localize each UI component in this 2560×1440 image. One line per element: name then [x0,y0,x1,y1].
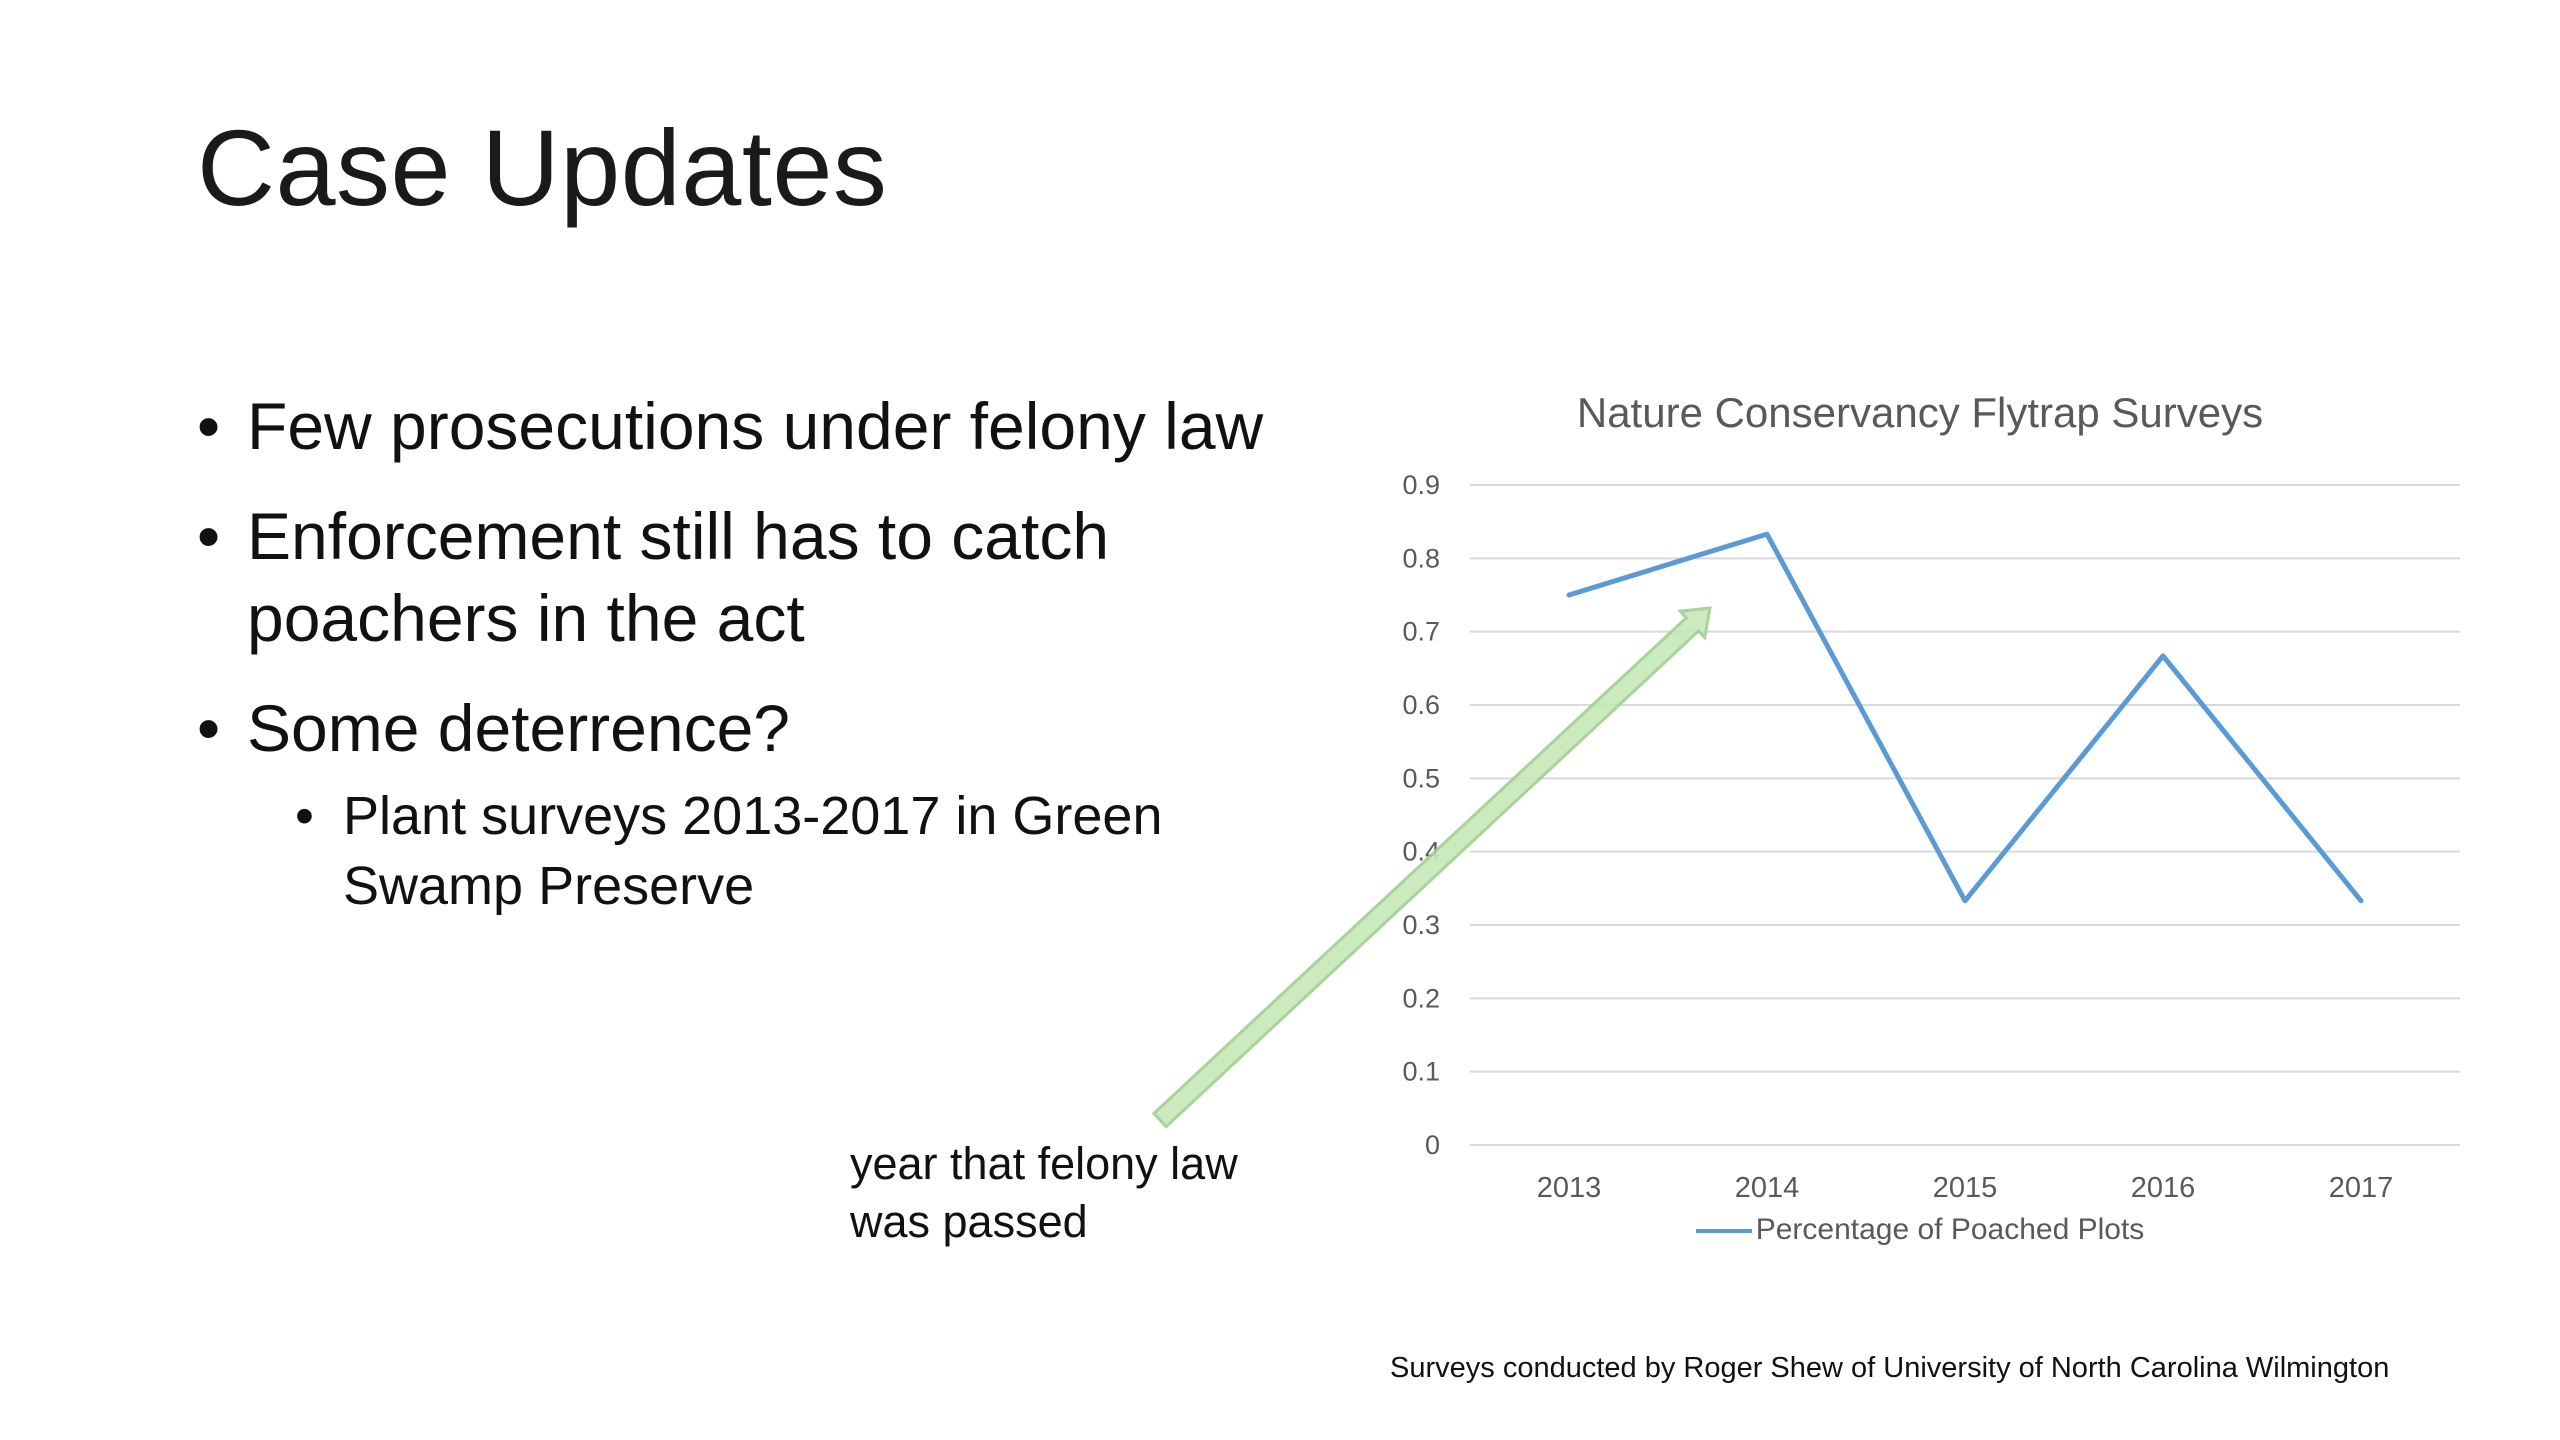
bullet-item: Some deterrence? Plant surveys 2013-2017… [197,687,1307,921]
bullet-item: Few prosecutions under felony law [197,385,1307,467]
y-tick-label: 0.7 [1402,617,1440,647]
annotation-text: year that felony law was passed [850,1138,1238,1247]
y-tick-label: 0.9 [1402,470,1440,500]
series-line [1566,531,2364,904]
chart-title: Nature Conservancy Flytrap Surveys [1576,389,2264,436]
sub-bullet-list: Plant surveys 2013-2017 in Green Swamp P… [247,781,1307,921]
y-tick-label: 0.2 [1402,983,1440,1013]
legend-swatch [1695,1229,1752,1234]
slide-title: Case Updates [197,107,888,228]
x-tick-label: 2015 [1933,1172,1998,1204]
y-tick-label: 0.6 [1402,690,1440,720]
legend-label: Percentage of Poached Plots [1755,1213,2145,1246]
x-tick-label: 2016 [2131,1172,2196,1204]
y-tick-label: 0.4 [1402,837,1440,867]
bullet-text: Some deterrence? [247,691,790,765]
x-tick-label: 2013 [1537,1172,1602,1204]
y-tick-label: 0.1 [1402,1057,1440,1087]
footnote: Surveys conducted by Roger Shew of Unive… [1390,1352,2390,1384]
y-tick-label: 0.8 [1402,543,1440,573]
x-tick-label: 2014 [1735,1172,1800,1204]
line-chart: Nature Conservancy Flytrap Surveys 0 0.1 0… [1360,375,2480,1275]
chart-legend: Percentage of Poached Plots [1360,1213,2480,1247]
sub-bullet-item: Plant surveys 2013-2017 in Green Swamp P… [295,781,1307,921]
bullet-item: Enforcement still has to catch poachers … [197,495,1307,659]
chart-plot: 0 0.1 0.2 0.3 0.4 0.5 0.6 0.7 0.8 0.9 2013 2014 2015… [1402,470,2460,1204]
x-tick-label: 2017 [2329,1172,2394,1204]
y-tick-label: 0 [1425,1130,1440,1160]
y-tick-label: 0.3 [1402,910,1440,940]
bullet-list: Few prosecutions under felony law Enforc… [197,385,1307,949]
y-tick-label: 0.5 [1402,763,1440,793]
